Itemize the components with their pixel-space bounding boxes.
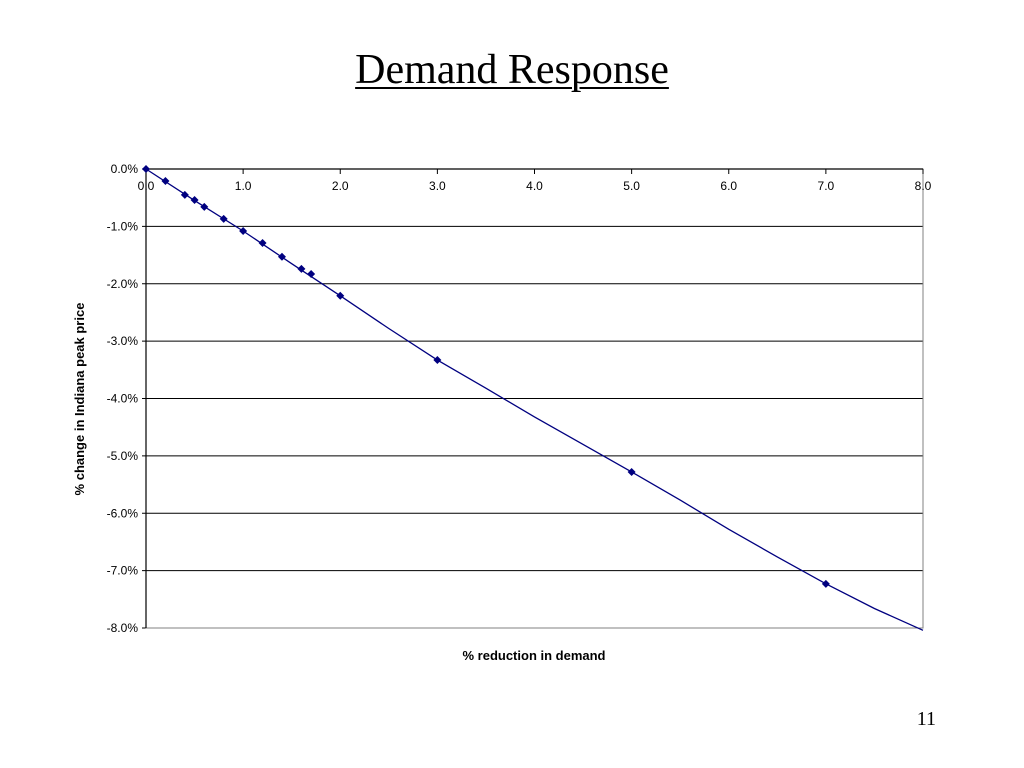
y-tick-label: -3.0% (107, 334, 139, 348)
x-tick-label: 1.0 (235, 179, 252, 193)
series-line (145, 168, 924, 631)
x-tick-label: 5.0 (623, 179, 640, 193)
x-tick-labels: 0.0 1.0 2.0 3.0 4.0 5.0 6.0 7.0 8.0 (138, 179, 932, 193)
y-tick-label: -5.0% (107, 449, 139, 463)
data-point-marker (336, 291, 345, 300)
data-point-marker (627, 467, 636, 476)
data-point-marker (821, 579, 830, 588)
series-layer (142, 165, 924, 631)
y-tick-labels: 0.0% -1.0% -2.0% -3.0% -4.0% -5.0% -6.0% -7.0% -… (107, 162, 139, 635)
y-tick-label: -1.0% (107, 219, 139, 233)
data-point-marker (258, 239, 267, 248)
slide-title: Demand Response (355, 47, 669, 93)
data-point-marker (277, 252, 286, 261)
y-tick-label: -7.0% (107, 564, 139, 578)
y-tick-label: -8.0% (107, 621, 139, 635)
data-point-marker (161, 177, 170, 186)
x-tick-label: 3.0 (429, 179, 446, 193)
y-tick-label: 0.0% (111, 162, 139, 176)
y-tick-label: -2.0% (107, 277, 139, 291)
data-point-marker (190, 195, 199, 204)
data-point-marker (200, 202, 209, 211)
x-tick-label: 8.0 (915, 179, 932, 193)
x-tick-label: 6.0 (720, 179, 737, 193)
y-tick-label: -4.0% (107, 392, 139, 406)
y-tick-label: -6.0% (107, 506, 139, 520)
page-number: 11 (916, 708, 936, 730)
data-point-marker (433, 356, 442, 365)
data-point-marker (307, 269, 316, 278)
data-point-marker (239, 226, 248, 235)
data-point-marker (142, 165, 150, 173)
x-tick-label: 4.0 (526, 179, 543, 193)
x-tick-label: 2.0 (332, 179, 349, 193)
grid-layer (142, 168, 923, 629)
data-point-marker (180, 190, 189, 199)
x-tick-label: 0.0 (138, 179, 155, 193)
y-axis-title: % change in Indiana peak price (72, 303, 87, 496)
x-axis-title: % reduction in demand (462, 648, 605, 663)
data-point-marker (219, 214, 228, 223)
data-point-marker (297, 264, 306, 273)
x-tick-label: 7.0 (818, 179, 835, 193)
